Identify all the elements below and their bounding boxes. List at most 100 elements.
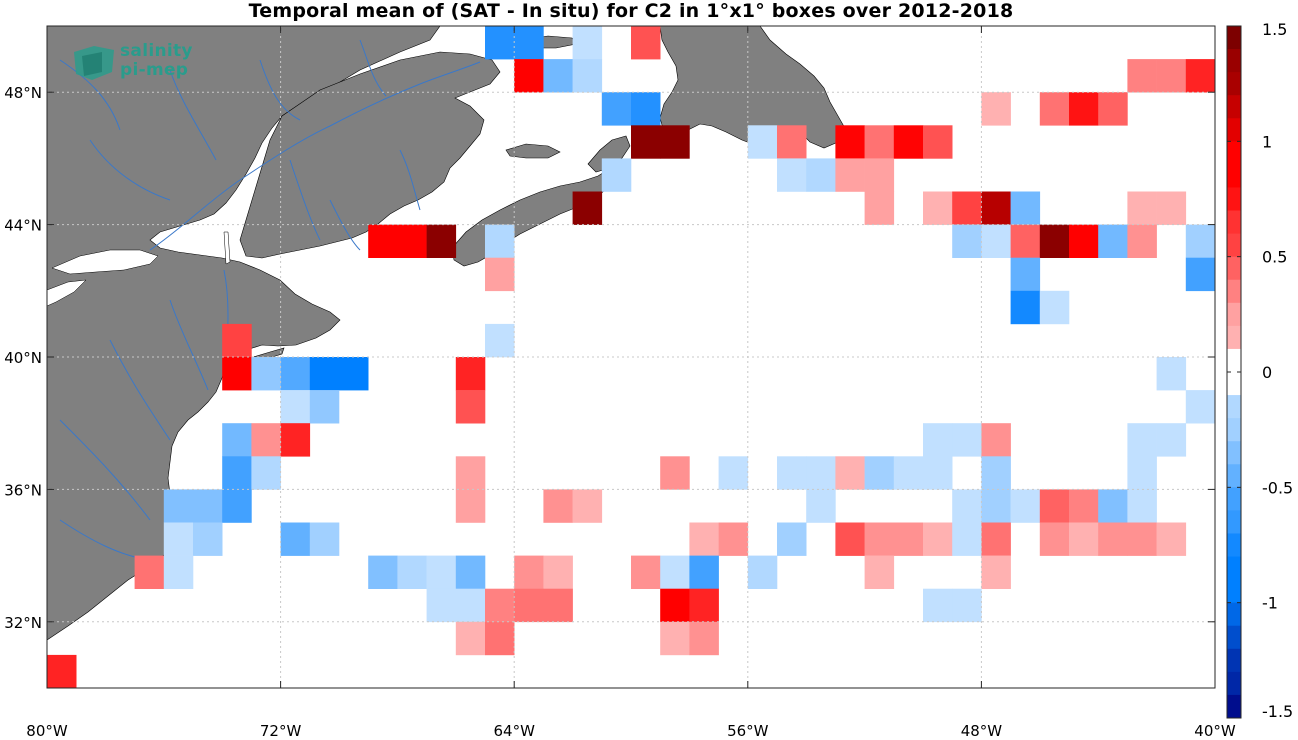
colorbar-segment xyxy=(1227,348,1241,373)
data-cell xyxy=(981,456,1011,490)
data-cell xyxy=(923,456,953,490)
data-cell xyxy=(864,158,895,192)
colorbar-segment xyxy=(1227,118,1241,142)
data-cell xyxy=(222,423,252,457)
data-cell xyxy=(1039,92,1070,126)
data-cell xyxy=(455,555,486,589)
colorbar-segment xyxy=(1227,556,1241,580)
data-cell xyxy=(193,489,223,523)
data-cell xyxy=(1069,489,1099,523)
y-tick-label: 48°N xyxy=(4,84,42,102)
data-cell xyxy=(280,522,311,556)
data-cell xyxy=(835,456,865,490)
data-cell xyxy=(1069,522,1099,556)
colorbar-segment xyxy=(1227,95,1241,119)
data-cell xyxy=(1127,522,1157,556)
data-cell xyxy=(806,489,836,523)
data-cell xyxy=(455,456,486,490)
colorbar-segment xyxy=(1227,395,1241,419)
data-cell xyxy=(689,555,719,589)
x-tick-label: 80°W xyxy=(26,722,68,740)
data-cell xyxy=(864,555,895,589)
data-cell xyxy=(660,555,690,589)
data-cell xyxy=(543,489,573,523)
colorbar-tick-label: -1.5 xyxy=(1262,702,1293,721)
data-cell xyxy=(981,489,1011,523)
colorbar-tick-label: 0 xyxy=(1262,363,1272,382)
data-cell xyxy=(660,621,690,656)
data-cell xyxy=(280,423,311,457)
colorbar-segment xyxy=(1227,625,1241,650)
data-cell xyxy=(806,456,836,490)
data-cell xyxy=(543,588,573,623)
colorbar-segment xyxy=(1227,510,1241,534)
chart-title: Temporal mean of (SAT - In situ) for C2 … xyxy=(248,0,1014,22)
data-cell xyxy=(514,26,544,60)
data-cell xyxy=(222,357,252,391)
data-cell xyxy=(689,588,719,623)
x-tick-label: 48°W xyxy=(961,722,1003,740)
data-cell xyxy=(514,555,544,589)
data-cell xyxy=(689,621,719,656)
data-cell xyxy=(893,125,924,159)
colorbar-segment xyxy=(1227,325,1241,350)
land-pei xyxy=(505,143,561,159)
y-tick-label: 32°N xyxy=(4,614,42,632)
data-cell xyxy=(952,224,982,258)
lake-champlain xyxy=(223,231,231,265)
colorbar-segment xyxy=(1227,26,1241,50)
data-cell xyxy=(1127,489,1157,523)
land-new-brunswick xyxy=(239,51,501,259)
data-cell xyxy=(981,224,1011,258)
data-cell xyxy=(1010,224,1041,258)
data-cell xyxy=(222,323,252,358)
colorbar-segment xyxy=(1227,602,1241,627)
colorbar-tick-label: 0.5 xyxy=(1262,248,1287,267)
data-cell xyxy=(1127,224,1157,258)
colorbar-segment xyxy=(1227,441,1241,465)
data-cell xyxy=(777,125,807,159)
colorbar-segment xyxy=(1227,187,1241,211)
colorbar-segment xyxy=(1227,372,1241,396)
colorbar-segment xyxy=(1227,256,1241,281)
data-cell xyxy=(864,522,895,556)
data-cell xyxy=(1098,92,1128,126)
data-cell xyxy=(134,555,165,589)
data-cell xyxy=(251,357,281,391)
colorbar-segment xyxy=(1227,164,1241,188)
colorbar-segment xyxy=(1227,210,1241,234)
data-cell xyxy=(777,522,807,556)
data-cell xyxy=(572,489,603,523)
data-cell xyxy=(543,555,573,589)
data-cell xyxy=(251,456,281,490)
data-cell xyxy=(1127,191,1157,225)
data-cell xyxy=(485,621,515,656)
data-cell xyxy=(1098,224,1128,258)
salinity-pimep-logo: salinity pi-mep xyxy=(72,42,222,86)
data-cell xyxy=(1069,92,1099,126)
land-cape-breton xyxy=(587,135,631,173)
data-cell xyxy=(485,26,515,60)
data-cell xyxy=(864,191,895,225)
data-cell xyxy=(952,489,982,523)
data-cell xyxy=(747,555,778,589)
data-cell xyxy=(1244,423,1274,456)
colorbar-segment xyxy=(1227,648,1241,673)
data-cell xyxy=(718,456,749,490)
data-cell xyxy=(485,588,515,623)
data-cell xyxy=(893,522,924,556)
data-cell xyxy=(1039,224,1070,258)
data-cell xyxy=(163,489,194,523)
data-cell xyxy=(864,456,895,490)
data-cell xyxy=(368,555,398,589)
data-cell xyxy=(572,59,603,93)
data-cell xyxy=(426,224,457,258)
data-cell xyxy=(1010,489,1041,523)
data-cell xyxy=(1185,224,1215,258)
data-cell xyxy=(1127,59,1157,93)
data-cell xyxy=(601,158,632,192)
data-cell xyxy=(631,125,661,159)
data-cell xyxy=(222,456,252,490)
data-cell xyxy=(455,390,486,424)
